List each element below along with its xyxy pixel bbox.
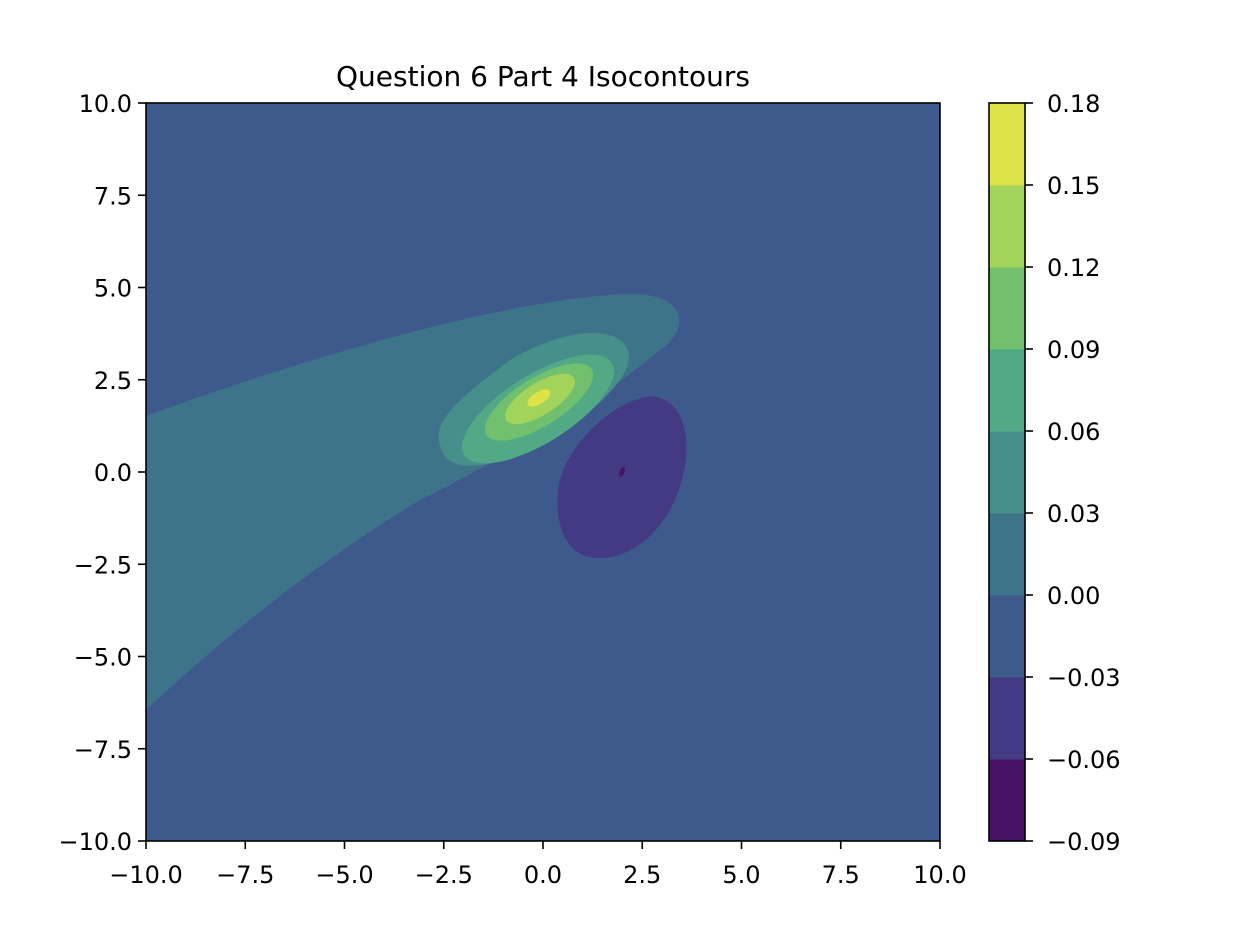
x-axis: −10.0 −7.5 −5.0 −2.5 0.0 2.5 5.0 7.5 10.0 [109, 841, 967, 889]
colorbar-tick-label: −0.06 [1047, 746, 1121, 774]
y-tick-label: −7.5 [74, 736, 132, 764]
colorbar-tick-label: 0.09 [1047, 336, 1100, 364]
x-tick-label: 5.0 [722, 861, 760, 889]
chart-title: Question 6 Part 4 Isocontours [336, 60, 750, 93]
contour-region-neg-0-09-to-neg-0-06 [619, 467, 625, 477]
y-tick-label: 2.5 [94, 367, 132, 395]
contour-region-0-15-to-0-18 [527, 389, 551, 407]
x-tick-label: −7.5 [216, 861, 274, 889]
y-tick-label: 5.0 [94, 275, 132, 303]
colorbar-tick-label: 0.06 [1047, 418, 1100, 446]
y-tick-label: 0.0 [94, 459, 132, 487]
colorbar-tick-label: 0.03 [1047, 500, 1100, 528]
y-axis: 10.0 7.5 5.0 2.5 0.0 −2.5 −5.0 −7.5 −10.0 [58, 90, 146, 856]
colorbar-band [989, 513, 1025, 596]
colorbar-tick-label: 0.12 [1047, 254, 1100, 282]
y-tick-label: −2.5 [74, 551, 132, 579]
y-tick-label: −10.0 [58, 828, 132, 856]
x-tick-label: 7.5 [822, 861, 860, 889]
x-tick-label: −5.0 [315, 861, 373, 889]
y-tick-label: 7.5 [94, 182, 132, 210]
colorbar-tick-label: 0.18 [1047, 90, 1100, 118]
x-tick-label: 2.5 [623, 861, 661, 889]
colorbar-band [989, 595, 1025, 678]
colorbar-tick-label: −0.09 [1047, 828, 1121, 856]
colorbar-band [989, 759, 1025, 842]
contour-region-neg-0-06-to-neg-0-03 [557, 396, 687, 559]
colorbar-band [989, 677, 1025, 760]
colorbar-band [989, 267, 1025, 350]
colorbar-frame [988, 102, 1026, 842]
colorbar-band [989, 103, 1025, 186]
colorbar-band [989, 349, 1025, 432]
x-tick-label: 0.0 [524, 861, 562, 889]
y-tick-label: −5.0 [74, 644, 132, 672]
colorbar-band [989, 431, 1025, 514]
x-tick-label: 10.0 [913, 861, 966, 889]
x-tick-label: −10.0 [109, 861, 183, 889]
colorbar: 0.18 0.15 0.12 0.09 0.06 0.03 0.00 −0.03 −0.06 −0… [988, 90, 1121, 856]
plot-area [145, 102, 941, 842]
x-tick-label: −2.5 [415, 861, 473, 889]
colorbar-tick-label: 0.00 [1047, 582, 1100, 610]
colorbar-band [989, 185, 1025, 268]
y-tick-label: 10.0 [79, 90, 132, 118]
colorbar-tick-label: −0.03 [1047, 664, 1121, 692]
colorbar-tick-label: 0.15 [1047, 172, 1100, 200]
